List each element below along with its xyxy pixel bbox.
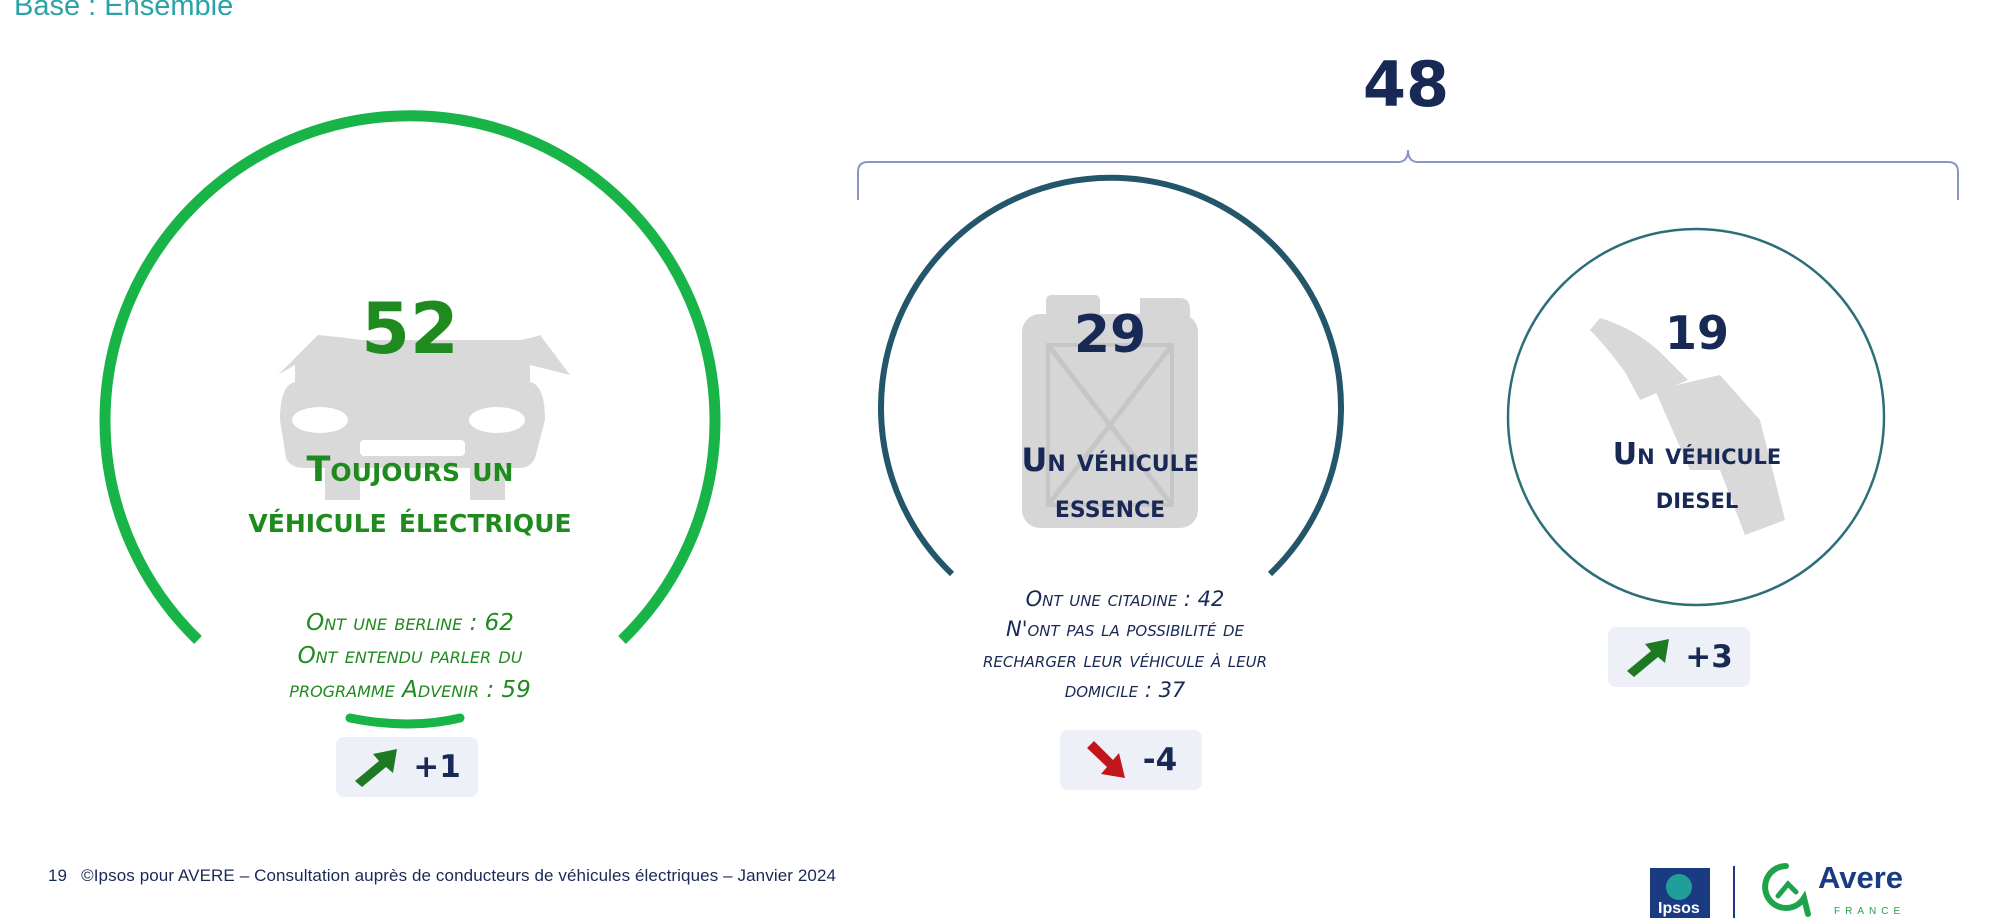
essence-title-line2: essence [1054,487,1166,526]
trend-down-icon [1086,741,1125,778]
essence-change: -4 [1142,742,1178,778]
car-icon [278,335,570,500]
group-bracket [857,149,1959,200]
jerrycan-icon [1022,295,1198,528]
diesel-title-line1: Un véhicule [1612,437,1782,472]
electric-value: 52 [361,288,459,370]
ipsos-logo-mark [1666,874,1692,900]
avere-logo-icon [1762,863,1811,917]
footer-credit: 19 ©Ipsos pour AVERE – Consultation auprè… [48,866,836,886]
electric-change-badge: +1 [336,737,478,797]
electric-change: +1 [413,749,461,785]
diesel-title: Un véhicule diesel [1547,433,1847,520]
diesel-title-line2: diesel [1655,480,1739,516]
base-label: Base : Ensemble [14,0,234,22]
essence-title: Un véhicule essence [960,437,1260,530]
diesel-change-badge: +3 [1608,627,1750,687]
avere-logo-text: Avere [1818,860,1904,895]
essence-title-line1: Un véhicule [1021,441,1199,479]
diesel-value: 19 [1664,306,1729,360]
electric-detail-2: Ont entendu parler du [297,643,523,670]
electric-detail-3: programme Advenir : 59 [289,676,531,703]
total-value: 48 [1362,48,1450,121]
essence-detail-3: recharger leur véhicule à leur [982,647,1268,672]
essence-details: Ont une citadine : 42 N'ont pas la possi… [930,584,1320,706]
fuel-nozzle-icon [1590,318,1785,535]
avere-logo-subtext: FRANCE [1834,906,1906,917]
electric-detail-1: Ont une berline : 62 [306,610,514,636]
essence-value: 29 [1073,305,1147,365]
electric-title-line2: véhicule électrique [248,500,572,541]
trend-up-icon [1627,639,1670,677]
electric-details: Ont une berline : 62 Ont entendu parler … [250,607,570,707]
ipsos-logo-text: Ipsos [1658,900,1700,917]
diesel-ring [1506,227,1886,607]
essence-ring [878,174,1344,577]
electric-ring-bottom [345,713,465,729]
footer-credit-text: ©Ipsos pour AVERE – Consultation auprès … [81,866,837,885]
logo-divider [1733,866,1735,918]
page-number: 19 [48,866,68,885]
essence-detail-1: Ont une citadine : 42 [1025,587,1225,611]
trend-up-icon [355,749,398,787]
electric-ring [99,110,721,644]
essence-change-badge: -4 [1060,730,1202,790]
essence-detail-4: domicile : 37 [1064,678,1186,703]
diesel-change: +3 [1685,639,1733,675]
electric-title-line1: Toujours un [306,450,514,490]
ipsos-logo: Ipsos [1650,868,1710,918]
electric-title: Toujours un véhicule électrique [160,445,660,547]
essence-detail-2: N'ont pas la possibilité de [1005,617,1245,642]
